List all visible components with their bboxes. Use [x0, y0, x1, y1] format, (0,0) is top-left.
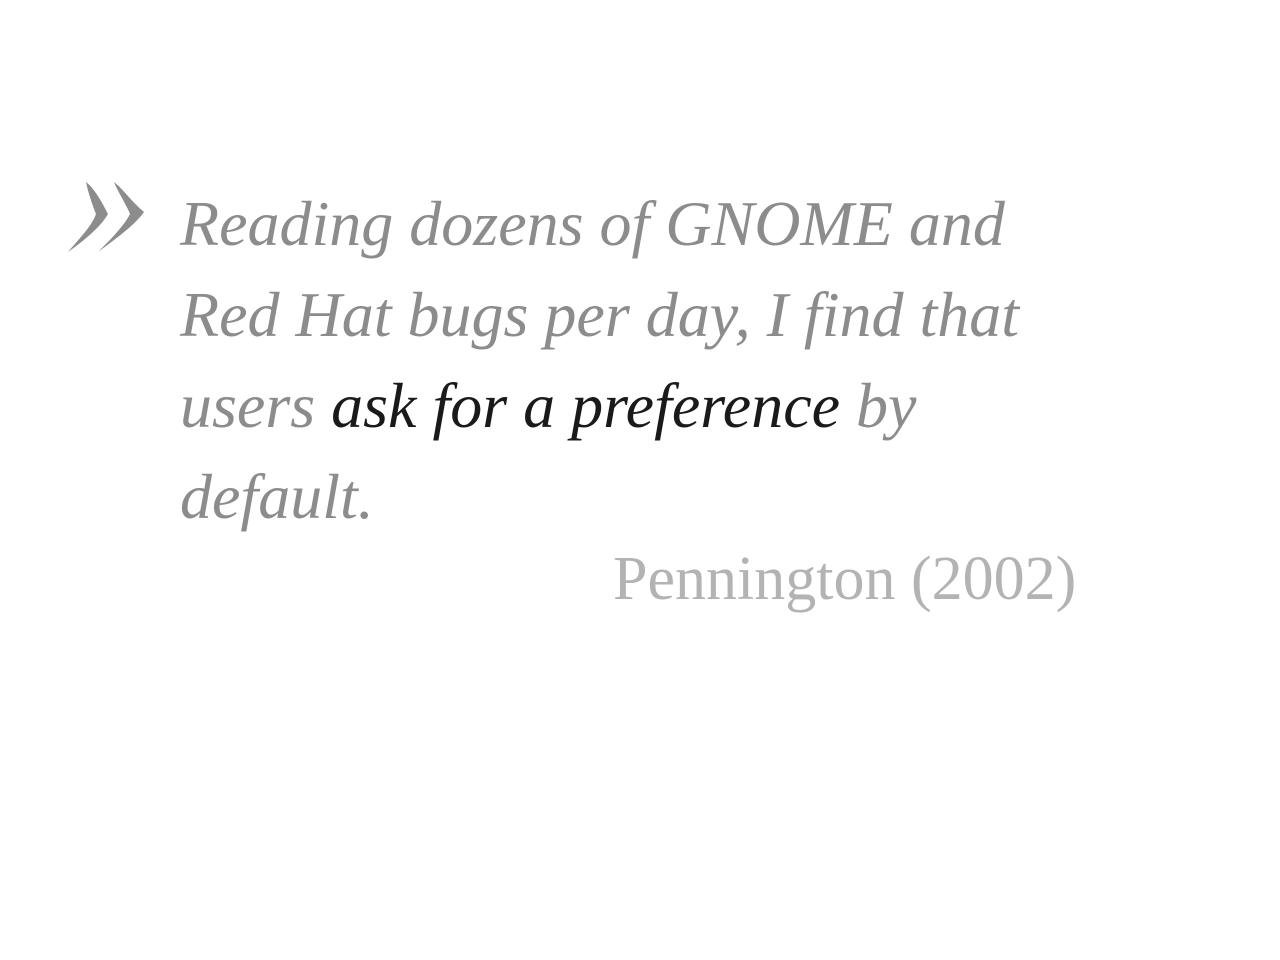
attribution: Pennington (2002): [613, 545, 1077, 613]
quote-line-3-after: by: [840, 370, 917, 441]
quote-line-1: Reading dozens of GNOME and: [180, 188, 1005, 259]
double-chevron-quote-icon: [68, 182, 144, 252]
quote-line-2: Red Hat bugs per day, I find that: [180, 279, 1020, 350]
quote-line-3-before: users: [180, 370, 332, 441]
quote-line-3: users ask for a preference by: [180, 360, 1080, 451]
quote-text: Reading dozens of GNOME and Red Hat bugs…: [180, 178, 1080, 542]
quote-emphasis: ask for a preference: [331, 370, 840, 441]
quote-line-4: default.: [180, 461, 374, 532]
